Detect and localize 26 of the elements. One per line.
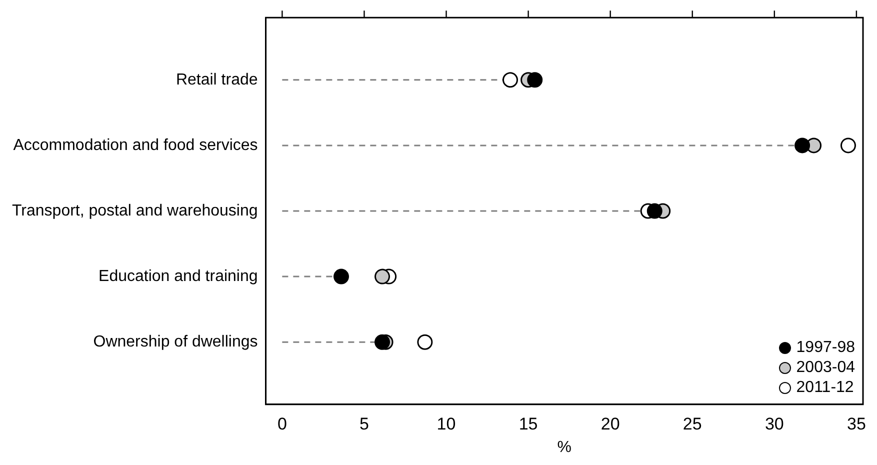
x-tick-label: 0	[277, 414, 287, 434]
y-tick-label: Transport, postal and warehousing	[12, 202, 258, 220]
point	[374, 334, 390, 350]
x-tick-label: 35	[846, 414, 866, 434]
x-tick-label: 10	[436, 414, 456, 434]
point	[646, 203, 662, 219]
point	[417, 334, 433, 350]
x-tick-label: 20	[600, 414, 620, 434]
point	[527, 72, 543, 88]
x-axis-title: %	[557, 438, 572, 456]
y-tick-label: Ownership of dwellings	[93, 334, 258, 351]
y-tick-label: Education and training	[98, 268, 258, 285]
x-tick-label: 15	[518, 414, 538, 434]
y-tick-label: Accommodation and food services	[13, 136, 258, 154]
legend-label: 2011-12	[796, 378, 854, 398]
point	[374, 268, 390, 284]
x-tick-label: 25	[682, 414, 702, 434]
x-tick-label: 30	[764, 414, 784, 434]
legend-label: 1997-98	[796, 338, 855, 358]
point	[840, 138, 856, 154]
x-tick-label: 5	[359, 414, 369, 434]
point	[794, 138, 810, 154]
point	[502, 72, 518, 88]
point	[333, 268, 349, 284]
legend-label: 2003-04	[796, 358, 855, 378]
y-tick-label: Retail trade	[176, 71, 258, 88]
